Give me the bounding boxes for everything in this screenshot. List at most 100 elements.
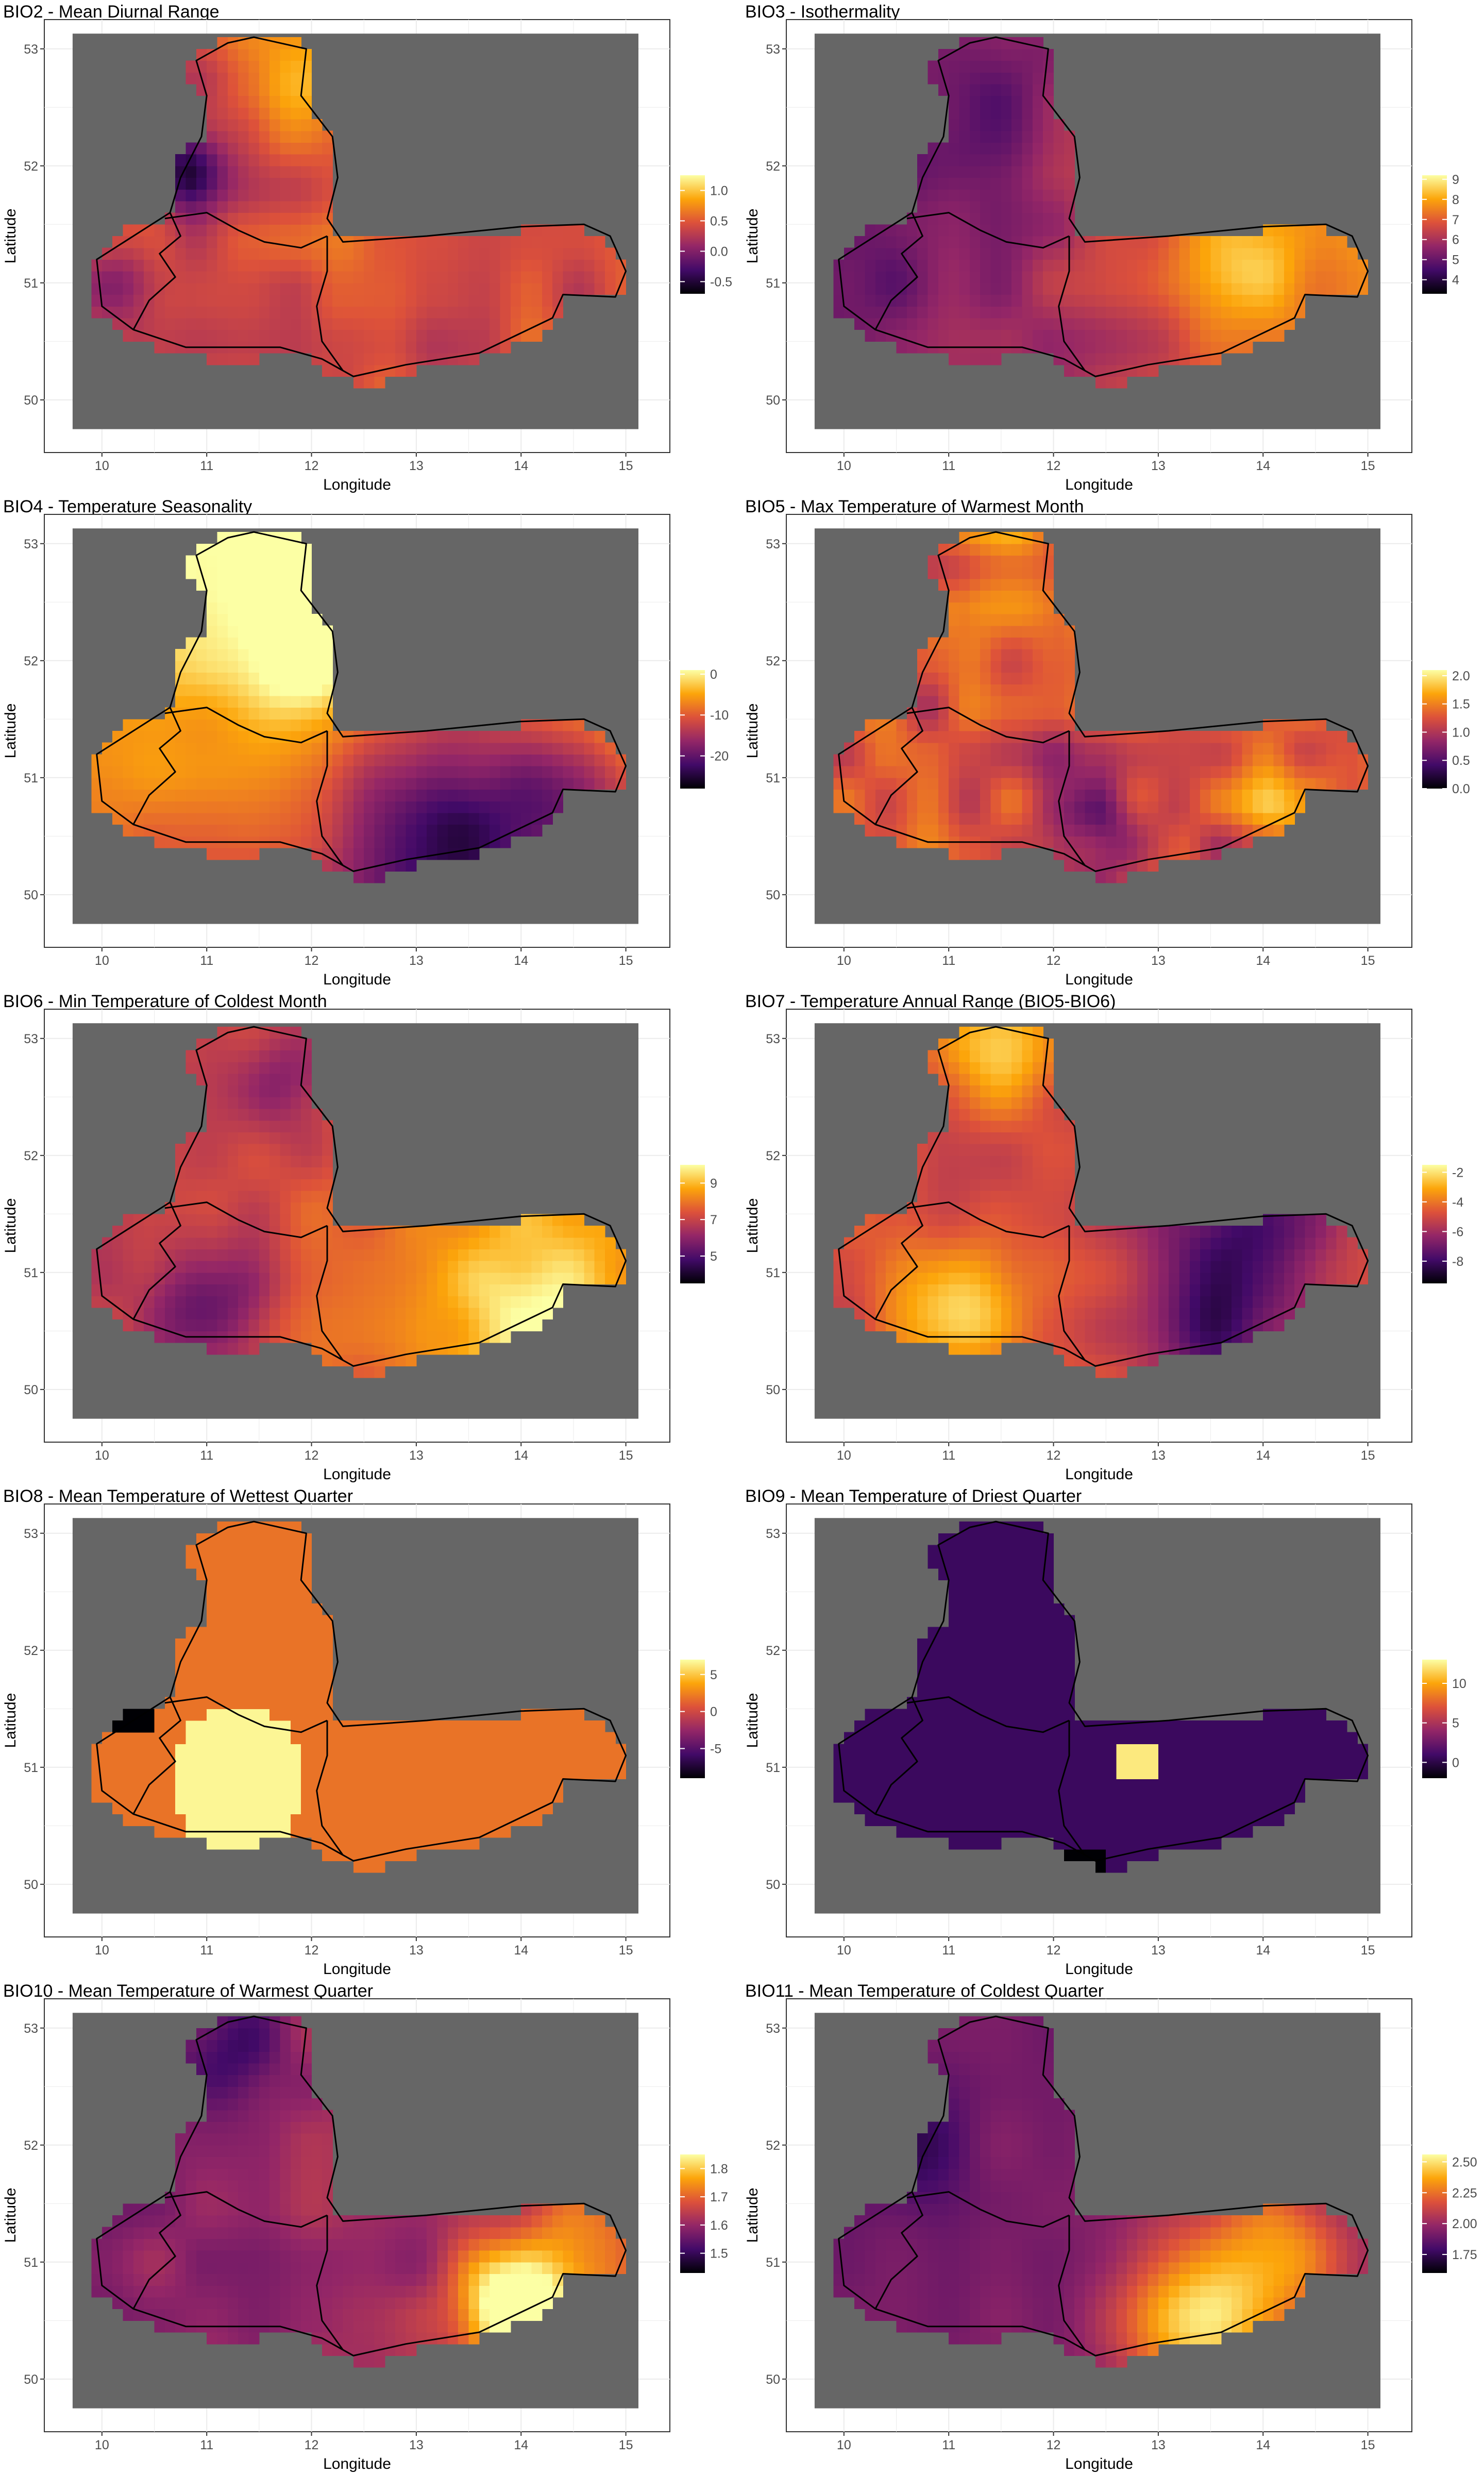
raster-cell xyxy=(133,271,144,283)
raster-cell xyxy=(259,142,270,155)
raster-cell xyxy=(938,1307,949,1320)
raster-cell xyxy=(468,801,480,813)
raster-cell xyxy=(1315,1249,1326,1261)
raster-cell xyxy=(906,1214,918,1226)
raster-cell xyxy=(927,259,939,272)
raster-cell xyxy=(854,294,866,307)
raster-cell xyxy=(458,1237,469,1249)
raster-cell xyxy=(1252,282,1263,295)
raster-cell xyxy=(133,294,144,307)
raster-cell xyxy=(207,165,218,178)
raster-cell xyxy=(980,1272,991,1285)
raster-cell xyxy=(406,836,417,848)
raster-cell xyxy=(1169,341,1180,354)
raster-cell xyxy=(510,1296,521,1308)
raster-cell xyxy=(207,177,218,190)
raster-cell xyxy=(133,1272,144,1285)
raster-cell xyxy=(949,695,960,708)
raster-cell xyxy=(1200,731,1211,743)
raster-cell xyxy=(227,1249,239,1261)
raster-cell xyxy=(384,1272,396,1285)
raster-cell xyxy=(154,1756,165,1768)
raster-cell xyxy=(1011,212,1023,225)
raster-cell xyxy=(875,247,886,260)
raster-cell xyxy=(1158,754,1169,766)
raster-cell xyxy=(133,1744,144,1756)
raster-cell xyxy=(959,1062,970,1074)
raster-cell xyxy=(479,1237,490,1249)
raster-cell xyxy=(290,824,301,837)
raster-cell xyxy=(332,1331,344,1343)
raster-cell xyxy=(185,789,197,801)
raster-cell xyxy=(238,72,249,85)
raster-cell xyxy=(196,1744,207,1756)
raster-cell xyxy=(500,1272,511,1285)
raster-cells xyxy=(833,37,1369,389)
raster-cell xyxy=(1158,1284,1169,1296)
raster-cell xyxy=(500,271,511,283)
raster-cell xyxy=(196,1307,207,1320)
raster-cell xyxy=(1137,731,1149,743)
raster-cell xyxy=(238,1603,249,1616)
raster-cell xyxy=(969,1038,981,1051)
raster-cell xyxy=(1011,789,1023,801)
raster-cell xyxy=(384,766,396,778)
raster-cell xyxy=(1169,848,1180,860)
raster-cell xyxy=(427,306,438,319)
raster-cell xyxy=(1294,282,1306,295)
raster-cell xyxy=(112,1284,124,1296)
raster-cell xyxy=(217,754,228,766)
raster-cell xyxy=(938,165,949,178)
raster-cell xyxy=(269,1296,281,1308)
raster-cell xyxy=(1053,212,1065,225)
raster-cell xyxy=(154,754,165,766)
raster-cell xyxy=(91,294,103,307)
raster-cell xyxy=(416,836,427,848)
raster-cell xyxy=(980,95,991,108)
raster-cell xyxy=(374,1331,385,1343)
raster-cell xyxy=(353,1307,364,1320)
raster-cell xyxy=(1126,353,1138,365)
raster-cell xyxy=(311,824,323,837)
raster-cell xyxy=(395,1284,407,1296)
raster-cell xyxy=(185,766,197,778)
raster-cell xyxy=(248,1190,260,1203)
raster-cell xyxy=(980,1109,991,1121)
raster-cell xyxy=(1189,259,1201,272)
raster-cell xyxy=(1346,247,1358,260)
raster-cell xyxy=(353,766,364,778)
raster-cell xyxy=(906,801,918,813)
raster-cell xyxy=(217,189,228,202)
raster-cell xyxy=(1189,1237,1201,1249)
raster-cell xyxy=(227,1545,239,1557)
raster-cell xyxy=(1242,259,1253,272)
raster-cell xyxy=(1011,578,1023,591)
raster-cell xyxy=(1032,154,1043,166)
raster-cell xyxy=(969,848,981,860)
raster-cell xyxy=(1294,1249,1306,1261)
raster-cell xyxy=(1032,766,1043,778)
raster-cell xyxy=(927,1284,939,1296)
raster-cell xyxy=(531,224,543,237)
raster-cell xyxy=(1126,1307,1138,1320)
raster-cell xyxy=(227,1027,239,1039)
raster-cell xyxy=(1116,376,1127,389)
raster-cell xyxy=(207,142,218,155)
raster-cell xyxy=(207,1639,218,1651)
raster-cell xyxy=(468,1249,480,1261)
raster-cell xyxy=(1106,859,1117,872)
raster-cell xyxy=(980,1085,991,1097)
y-tick-label: 52 xyxy=(24,654,38,668)
raster-cell xyxy=(164,777,176,790)
raster-cell xyxy=(353,836,364,848)
raster-cell xyxy=(301,83,312,96)
raster-cell xyxy=(938,1190,949,1203)
raster-cell xyxy=(917,731,929,743)
raster-cell xyxy=(990,660,1002,673)
boundary-line xyxy=(164,1201,328,1239)
raster-cell xyxy=(959,684,970,696)
raster-cell xyxy=(196,1155,207,1168)
raster-cell xyxy=(416,271,427,283)
raster-cell xyxy=(280,48,291,61)
raster-cell xyxy=(322,777,333,790)
